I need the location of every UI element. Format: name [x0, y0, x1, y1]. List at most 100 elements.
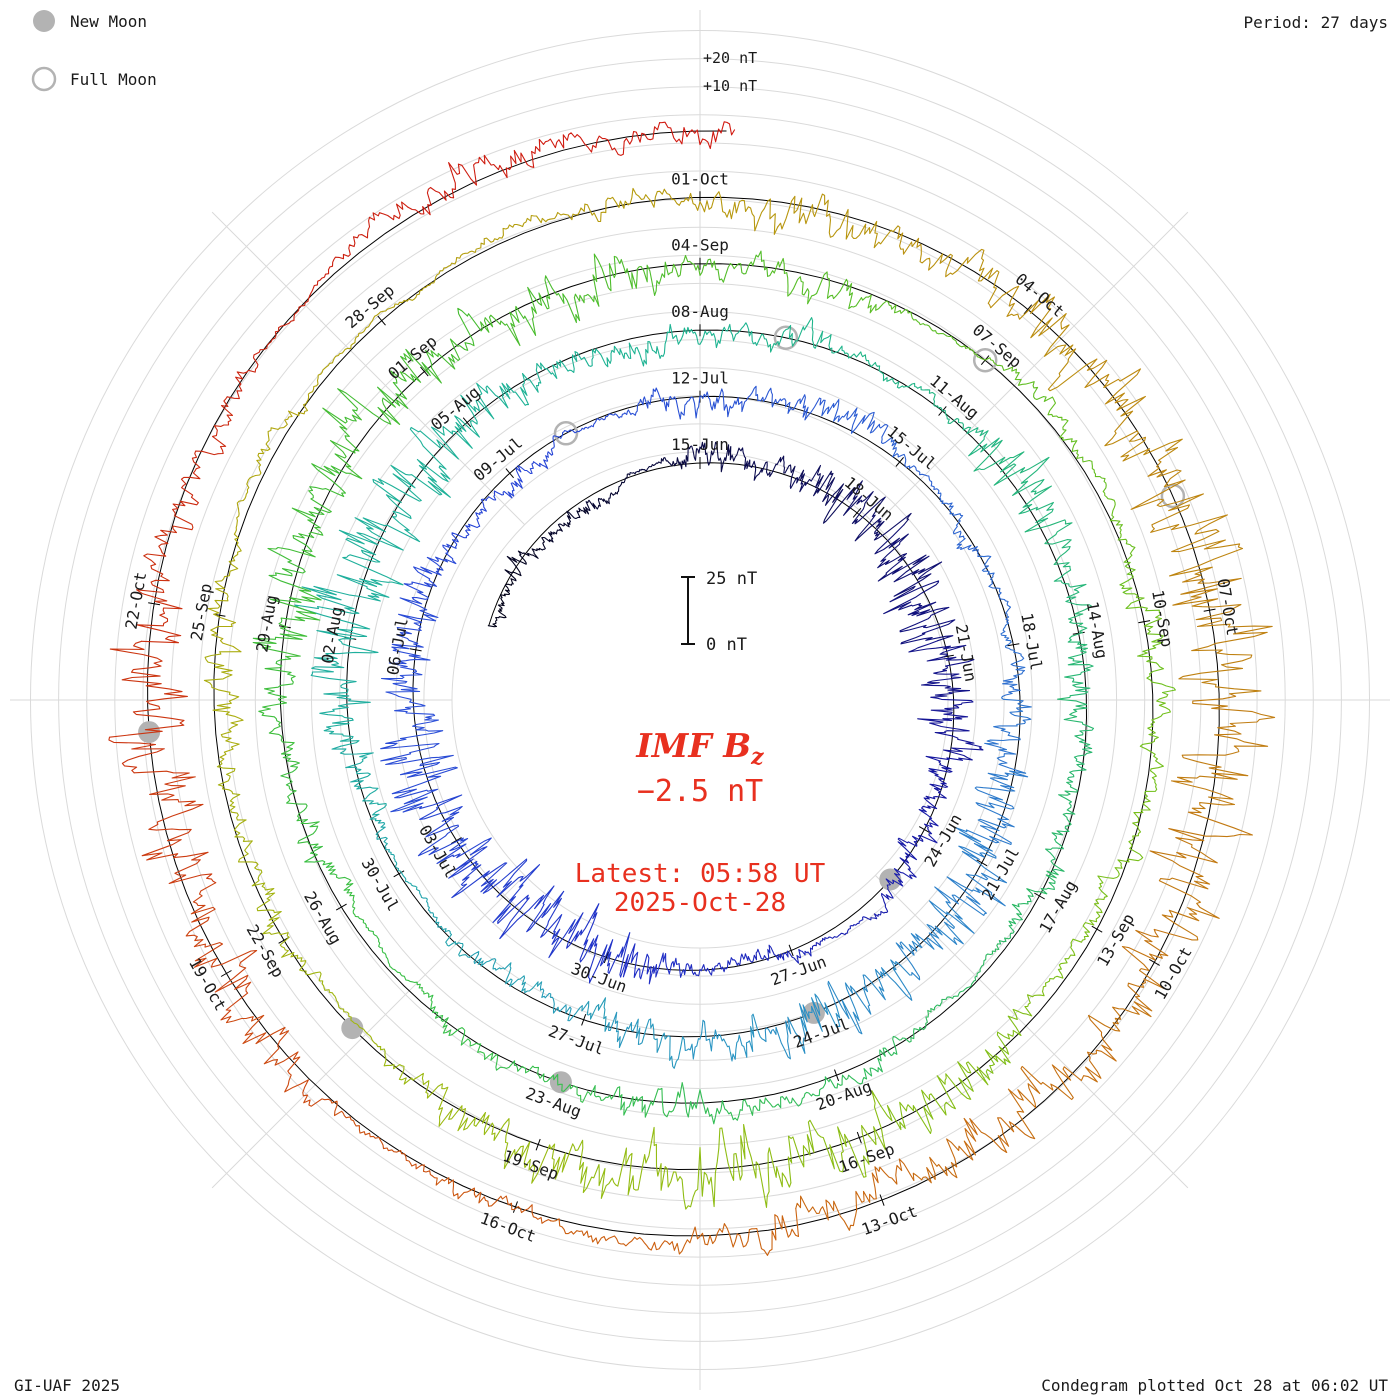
- bz-trace-segment: [443, 214, 551, 269]
- bz-trace-segment: [1139, 694, 1171, 802]
- radial-scale-plus10-label: +10 nT: [703, 77, 757, 95]
- center-title: IMF Bz: [635, 726, 764, 770]
- bz-trace-segment: [487, 578, 514, 628]
- date-tick: [535, 1138, 541, 1151]
- bz-trace-segment: [495, 1060, 589, 1103]
- date-label: 15-Jul: [883, 422, 939, 474]
- date-tick: [581, 1014, 587, 1026]
- credit-label: GI-UAF 2025: [14, 1376, 120, 1395]
- date-label: 07-Sep: [969, 320, 1025, 372]
- bz-trace-segment: [330, 1099, 434, 1177]
- scalebar-top-label: 25 nT: [706, 569, 757, 589]
- full-moon-marker: [1160, 483, 1186, 509]
- bz-trace-segment: [1007, 1019, 1117, 1140]
- center-latest-time: Latest: 05:58 UT: [575, 859, 826, 889]
- date-tick: [1007, 643, 1020, 647]
- bz-trace-segment: [895, 900, 975, 981]
- bz-trace-segment: [365, 924, 430, 995]
- grid-spoke: [211, 211, 525, 525]
- polar-grid: [10, 10, 1390, 1390]
- bz-trace-segment: [973, 439, 1054, 533]
- bz-trace-segment: [874, 524, 943, 603]
- bz-trace-segment: [428, 993, 499, 1062]
- bz-trace-segment: [550, 1218, 675, 1251]
- bz-trace-segment: [1064, 604, 1094, 697]
- bz-trace-segment: [542, 506, 590, 543]
- bz-trace-segment: [977, 555, 1012, 624]
- bz-trace-segment: [431, 1175, 552, 1224]
- date-label: 27-Jul: [546, 1021, 607, 1059]
- bz-trace-segment: [844, 351, 926, 391]
- date-label: 18-Jul: [1017, 611, 1046, 671]
- bz-trace-segment: [1084, 358, 1183, 463]
- new-moon-marker: [341, 1017, 364, 1040]
- legend: New Moon Full Moon: [31, 10, 157, 92]
- center-title-subscript: z: [750, 744, 764, 770]
- bz-trace-segment: [1170, 693, 1276, 814]
- date-tick: [1023, 304, 1033, 315]
- bz-trace-segment: [763, 993, 841, 1060]
- bz-trace-segment: [865, 868, 917, 921]
- bz-trace-segment: [258, 655, 296, 755]
- date-tick: [450, 837, 462, 845]
- date-tick: [377, 315, 386, 326]
- bz-trace-segment: [233, 427, 279, 539]
- bz-trace-segment: [573, 253, 671, 307]
- bz-trace-segment: [740, 447, 796, 483]
- bz-trace-segment: [669, 250, 771, 283]
- bz-trace-segment: [585, 473, 631, 512]
- date-label: 22-Oct: [122, 570, 151, 630]
- new-moon-marker: [138, 721, 161, 744]
- bz-trace-segment: [375, 819, 419, 891]
- date-tick: [918, 826, 930, 834]
- legend-new-moon-label: New Moon: [70, 12, 147, 31]
- bz-trace-segment: [277, 342, 356, 430]
- date-tick: [1091, 925, 1103, 933]
- bz-trace-segment: [879, 1061, 991, 1135]
- radial-scale-plus20-label: +20 nT: [703, 49, 757, 67]
- bz-trace-segment: [1000, 622, 1026, 698]
- bz-trace-segment: [417, 889, 466, 957]
- bz-trace-segment: [966, 770, 1029, 846]
- bz-trace-segment: [863, 1007, 936, 1077]
- date-tick: [895, 456, 904, 467]
- bz-trace-segment: [957, 343, 1054, 402]
- period-label: Period: 27 days: [1244, 13, 1389, 32]
- nt-scalebar: 25 nT 0 nT: [681, 569, 757, 655]
- bz-trace-segment: [984, 982, 1047, 1081]
- date-tick: [1138, 620, 1151, 624]
- bz-trace-segment: [629, 457, 685, 476]
- bz-trace-segment: [924, 389, 1003, 457]
- bz-trace-segment: [921, 755, 964, 810]
- date-label: 14-Aug: [1083, 600, 1112, 660]
- bz-trace-segment: [185, 882, 258, 1021]
- bz-trace-segment: [299, 969, 382, 1048]
- center-latest-date: 2025-Oct-28: [614, 888, 786, 918]
- bz-trace-segment: [827, 959, 913, 1035]
- bz-trace-segment: [673, 1207, 800, 1256]
- date-label: 06-Jul: [383, 617, 412, 677]
- bz-trace-segment: [604, 1011, 685, 1069]
- bz-trace-segment: [403, 543, 458, 601]
- date-label: 13-Sep: [1093, 910, 1138, 970]
- bz-trace-segment: [136, 515, 194, 644]
- date-tick: [512, 1201, 518, 1213]
- bz-trace-segment: [908, 640, 975, 698]
- center-value: −2.5 nT: [637, 774, 763, 809]
- bz-trace-segment: [304, 843, 367, 926]
- bz-trace-segment: [749, 385, 826, 421]
- scalebar-bottom-label: 0 nT: [706, 635, 747, 655]
- bz-trace-segment: [1130, 461, 1244, 577]
- bz-trace-segment: [497, 885, 576, 959]
- plotted-label: Condegram plotted Oct 28 at 06:02 UT: [1041, 1376, 1388, 1395]
- bz-trace-segment: [867, 294, 959, 346]
- bz-trace-segment: [550, 413, 612, 450]
- new-moon-icon: [33, 10, 55, 32]
- bz-trace-segment: [331, 745, 387, 822]
- bz-trace-segment: [917, 696, 984, 761]
- date-tick: [462, 417, 472, 428]
- bz-trace-segment: [821, 398, 890, 445]
- bz-trace-segment: [549, 187, 665, 223]
- bz-trace-segment: [912, 1117, 1036, 1184]
- full-moon-icon: [31, 66, 57, 92]
